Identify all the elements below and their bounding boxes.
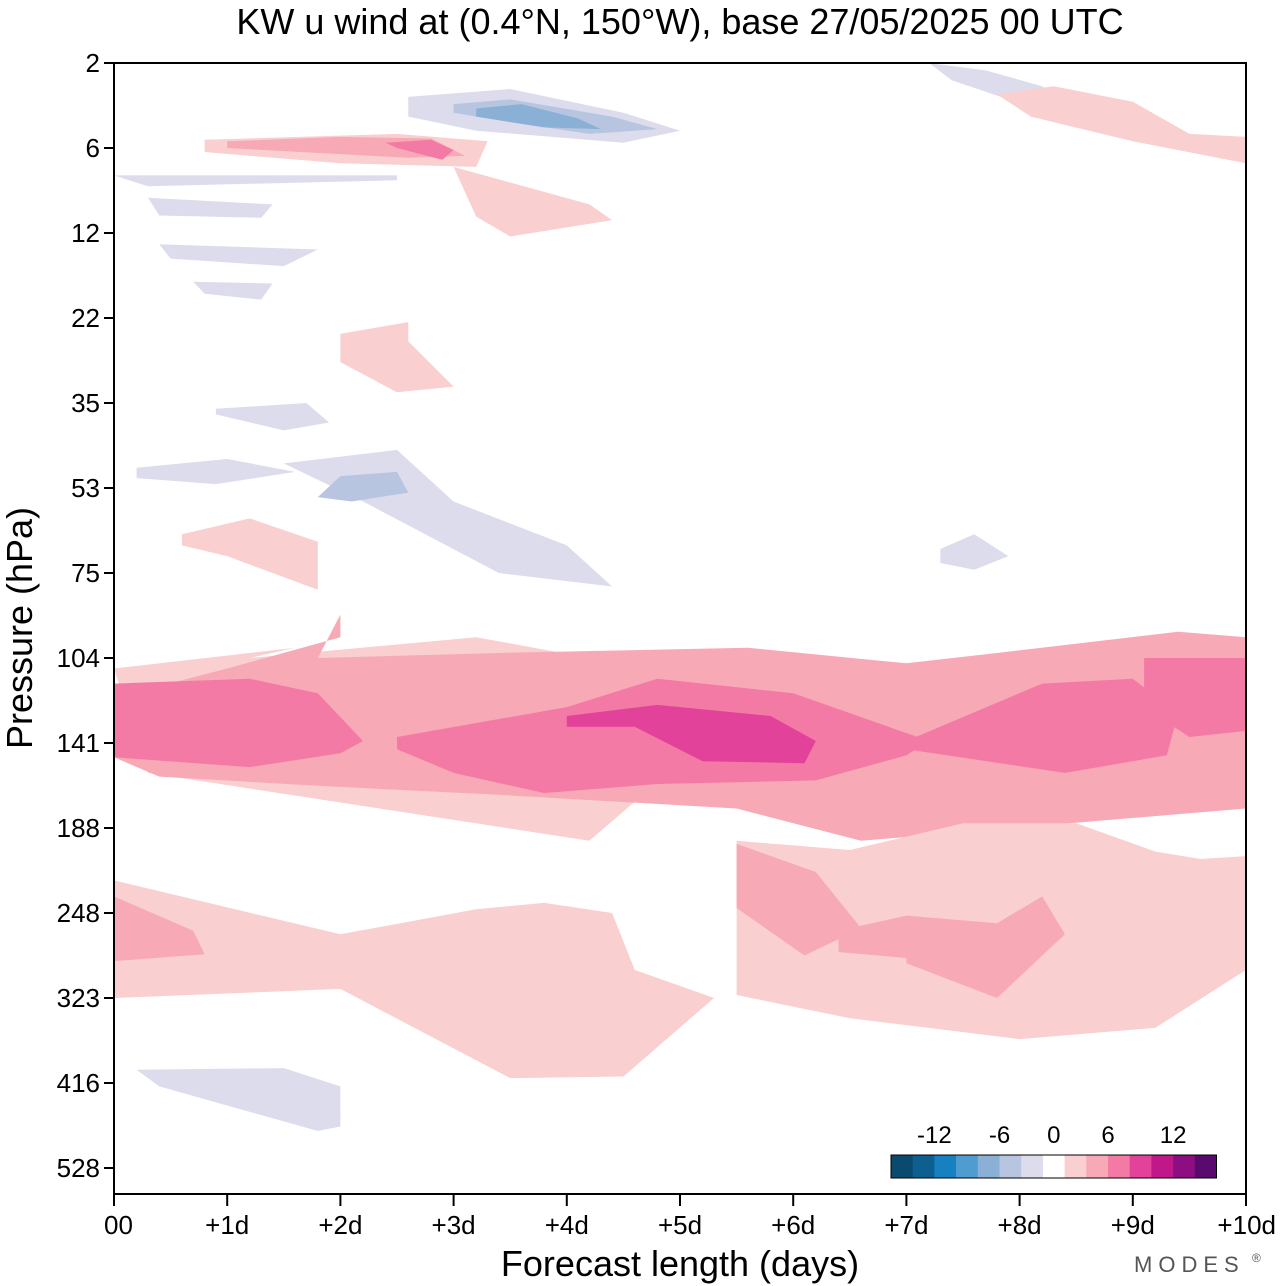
contour-region-28 xyxy=(340,322,454,393)
contour-region-6 xyxy=(566,704,816,764)
contour-region-9 xyxy=(114,896,205,962)
colorbar-label: -12 xyxy=(917,1122,952,1149)
x-axis: 00 +1d +2d +3d +4d +5d +6d +7d +8d +9d +10d xyxy=(104,1194,1276,1240)
colorbar-swatch xyxy=(891,1155,913,1178)
colorbar-swatch xyxy=(1042,1155,1065,1178)
colorbar-swatch xyxy=(912,1155,935,1178)
contour-region-18 xyxy=(476,104,601,130)
x-tick-label: +1d xyxy=(205,1210,249,1240)
colorbar-swatch xyxy=(1129,1155,1152,1178)
contour-region-24 xyxy=(148,197,273,218)
y-tick-label: 6 xyxy=(86,133,100,163)
contour-region-23 xyxy=(453,166,613,237)
y-tick-label: 188 xyxy=(57,813,100,843)
modes-logo: MODES xyxy=(1134,1252,1245,1277)
colorbar-swatch xyxy=(1064,1155,1087,1178)
colorbar-frame xyxy=(890,1154,1217,1179)
x-tick-label: +6d xyxy=(771,1210,815,1240)
y-tick-label: 2 xyxy=(86,48,100,78)
contour-region-12 xyxy=(906,896,1065,998)
contour-region-26 xyxy=(159,244,318,267)
y-tick-label: 104 xyxy=(57,643,100,673)
colorbar-label: 0 xyxy=(1047,1122,1060,1149)
contour-regions xyxy=(114,63,1246,1131)
contour-region-5 xyxy=(1144,658,1246,737)
colorbar-swatch xyxy=(999,1155,1022,1178)
x-tick-label: +2d xyxy=(318,1210,362,1240)
x-axis-label: Forecast length (days) xyxy=(501,1243,859,1284)
y-tick-label: 53 xyxy=(71,473,100,503)
y-tick-label: 248 xyxy=(57,898,100,928)
contour-region-7 xyxy=(114,880,714,1079)
y-axis-label: Pressure (hPa) xyxy=(0,507,40,749)
y-tick-label: 141 xyxy=(57,728,100,758)
y-tick-label: 75 xyxy=(71,558,100,588)
y-tick-label: 22 xyxy=(71,303,100,333)
contour-region-29 xyxy=(215,403,330,431)
y-tick-label: 35 xyxy=(71,388,100,418)
contour-region-13 xyxy=(136,1068,341,1131)
colorbar-label: -6 xyxy=(989,1122,1010,1149)
y-tick-label: 528 xyxy=(57,1153,100,1183)
contour-region-33 xyxy=(997,86,1246,164)
y-tick-label: 416 xyxy=(57,1068,100,1098)
colorbar-label: 6 xyxy=(1101,1122,1114,1149)
contour-region-27 xyxy=(193,281,273,300)
colorbar-swatch xyxy=(1021,1155,1044,1178)
colorbar-swatch xyxy=(956,1155,979,1178)
colorbar-swatch xyxy=(1173,1155,1196,1178)
contour-region-10 xyxy=(736,843,862,956)
contour-region-25 xyxy=(114,175,397,187)
x-tick-label: +10d xyxy=(1217,1210,1276,1240)
colorbar: -12 -6 0 6 12 xyxy=(890,1122,1217,1179)
contour-region-15 xyxy=(317,471,409,502)
colorbar-swatch xyxy=(1086,1155,1109,1178)
colorbar-swatch xyxy=(1151,1155,1174,1178)
colorbar-swatch xyxy=(1108,1155,1130,1178)
x-tick-label: +5d xyxy=(658,1210,702,1240)
x-tick-label: 00 xyxy=(104,1210,133,1240)
x-tick-label: +9d xyxy=(1111,1210,1155,1240)
x-tick-label: +3d xyxy=(432,1210,476,1240)
colorbar-swatch xyxy=(1194,1155,1217,1178)
contour-region-32 xyxy=(940,534,1009,570)
colorbar-swatch xyxy=(934,1155,957,1178)
contour-region-14 xyxy=(283,449,613,587)
colorbar-label: 12 xyxy=(1160,1122,1187,1149)
x-tick-label: +7d xyxy=(884,1210,928,1240)
y-axis: 2 6 12 22 35 53 75 104 141 188 248 323 416 528 xyxy=(57,48,114,1183)
contour-region-4 xyxy=(906,678,1179,773)
colorbar-swatch xyxy=(977,1155,1000,1178)
x-tick-label: +8d xyxy=(998,1210,1042,1240)
contour-region-22 xyxy=(385,139,454,160)
y-tick-label: 323 xyxy=(57,983,100,1013)
x-tick-label: +4d xyxy=(545,1210,589,1240)
contour-region-2 xyxy=(114,678,363,768)
chart-title: KW u wind at (0.4°N, 150°W), base 27/05/… xyxy=(236,1,1123,42)
registered-mark: ® xyxy=(1252,1251,1261,1265)
contour-region-30 xyxy=(136,459,296,485)
y-tick-label: 12 xyxy=(71,218,100,248)
contour-region-31 xyxy=(181,518,318,590)
